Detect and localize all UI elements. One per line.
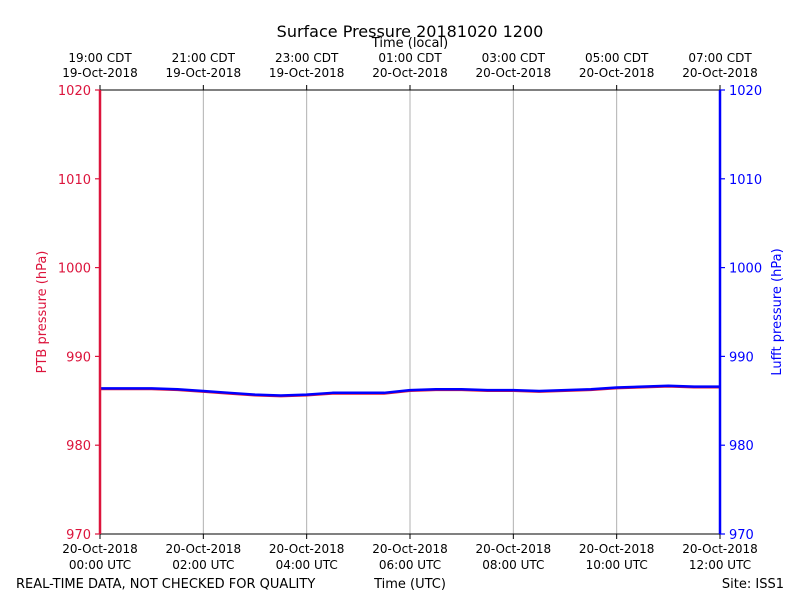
top-tick-label-date: 19-Oct-2018 bbox=[62, 66, 138, 80]
top-axis-label: Time (local) bbox=[371, 36, 448, 51]
x-tick-label-date: 20-Oct-2018 bbox=[269, 542, 345, 556]
right-y-tick-label: 1000 bbox=[729, 262, 762, 277]
x-tick-label-time: 12:00 UTC bbox=[689, 558, 751, 572]
quality-note: REAL-TIME DATA, NOT CHECKED FOR QUALITY bbox=[16, 577, 315, 592]
top-tick-label-time: 19:00 CDT bbox=[68, 51, 132, 65]
left-y-tick-label: 1020 bbox=[58, 84, 91, 99]
top-tick-label-time: 01:00 CDT bbox=[378, 51, 442, 65]
x-tick-label-time: 04:00 UTC bbox=[276, 558, 338, 572]
x-tick-label-time: 02:00 UTC bbox=[172, 558, 234, 572]
x-axis-label: Time (UTC) bbox=[373, 577, 446, 592]
lufft-pressure-line bbox=[100, 384, 720, 397]
site-label: Site: ISS1 bbox=[722, 577, 784, 592]
left-y-tick-label: 980 bbox=[66, 439, 91, 454]
grid-lines bbox=[202, 90, 618, 534]
x-tick-label-date: 20-Oct-2018 bbox=[682, 542, 758, 556]
x-tick-label-date: 20-Oct-2018 bbox=[476, 542, 552, 556]
x-tick-label-time: 10:00 UTC bbox=[586, 558, 648, 572]
left-y-tick-label: 1010 bbox=[58, 173, 91, 188]
x-tick-label-time: 00:00 UTC bbox=[69, 558, 131, 572]
left-y-tick-label: 970 bbox=[66, 528, 91, 543]
right-y-tick-label: 970 bbox=[729, 528, 754, 543]
x-tick-label-time: 06:00 UTC bbox=[379, 558, 441, 572]
x-tick-label-date: 20-Oct-2018 bbox=[166, 542, 242, 556]
x-tick-label-date: 20-Oct-2018 bbox=[62, 542, 138, 556]
top-tick-label-time: 03:00 CDT bbox=[482, 51, 546, 65]
x-tick-label-time: 08:00 UTC bbox=[482, 558, 544, 572]
top-tick-label-time: 05:00 CDT bbox=[585, 51, 649, 65]
top-tick-label-time: 23:00 CDT bbox=[275, 51, 339, 65]
left-y-axis-label: PTB pressure (hPa) bbox=[35, 251, 50, 374]
x-tick-label-date: 20-Oct-2018 bbox=[579, 542, 655, 556]
chart-title: Surface Pressure 20181020 1200 bbox=[277, 22, 544, 41]
left-y-tick-label: 1000 bbox=[58, 262, 91, 277]
top-tick-label-time: 07:00 CDT bbox=[688, 51, 752, 65]
top-tick-label-date: 20-Oct-2018 bbox=[682, 66, 758, 80]
top-tick-label-date: 20-Oct-2018 bbox=[579, 66, 655, 80]
top-tick-label-date: 19-Oct-2018 bbox=[166, 66, 242, 80]
top-tick-label-date: 20-Oct-2018 bbox=[476, 66, 552, 80]
top-tick-label-time: 21:00 CDT bbox=[172, 51, 236, 65]
right-y-tick-label: 990 bbox=[729, 350, 754, 365]
axis-ticks: 20-Oct-2018 00:00 UTC 20-Oct-2018 02:00 UTC… bbox=[58, 51, 762, 572]
right-y-axis-label: Lufft pressure (hPa) bbox=[770, 248, 785, 375]
top-tick-label-date: 20-Oct-2018 bbox=[372, 66, 448, 80]
right-y-tick-label: 1020 bbox=[729, 84, 762, 99]
left-y-tick-label: 990 bbox=[66, 350, 91, 365]
series-lines bbox=[100, 384, 720, 398]
top-tick-label-date: 19-Oct-2018 bbox=[269, 66, 345, 80]
right-y-tick-label: 1010 bbox=[729, 173, 762, 188]
x-tick-label-date: 20-Oct-2018 bbox=[372, 542, 448, 556]
right-y-tick-label: 980 bbox=[729, 439, 754, 454]
